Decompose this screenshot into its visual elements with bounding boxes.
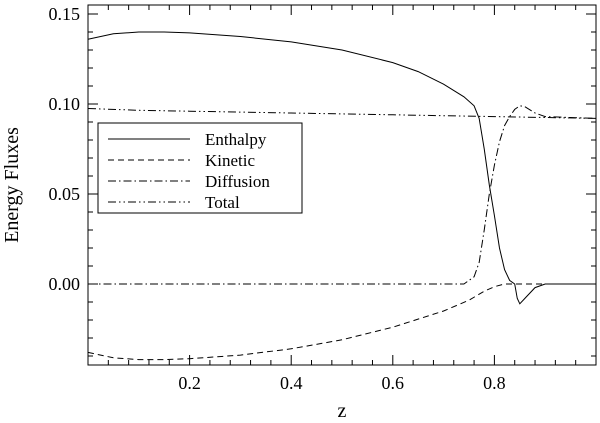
legend-label-total: Total [205, 193, 240, 212]
x-tick-label: 0.6 [382, 373, 405, 393]
series-line-diffusion [88, 105, 597, 285]
x-tick-label: 0.4 [280, 373, 303, 393]
y-tick-label: 0.05 [49, 184, 81, 204]
series-lines [87, 31, 597, 361]
x-axis-label: z [338, 400, 347, 422]
legend-box [97, 122, 303, 214]
y-tick-label: 0.15 [49, 4, 81, 24]
legend-label-kinetic: Kinetic [205, 151, 255, 170]
series-line-total [87, 108, 597, 119]
series-line-enthalpy [87, 31, 596, 305]
axis-ticks [88, 5, 596, 365]
y-tick-label: 0.10 [49, 94, 81, 114]
x-tick-label: 0.8 [483, 373, 506, 393]
series-line-kinetic [87, 283, 596, 361]
plot-area-frame [87, 4, 597, 366]
axis-tick-labels: 0.2 0.4 0.6 0.8 0.00 0.05 0.10 0.15 [49, 4, 506, 393]
x-tick-label: 0.2 [178, 373, 201, 393]
legend: Enthalpy Kinetic Diffusion Total [97, 122, 303, 214]
y-tick-label: 0.00 [49, 274, 81, 294]
y-axis-label: Energy Fluxes [1, 127, 23, 243]
legend-label-enthalpy: Enthalpy [205, 130, 267, 149]
legend-label-diffusion: Diffusion [205, 172, 270, 191]
